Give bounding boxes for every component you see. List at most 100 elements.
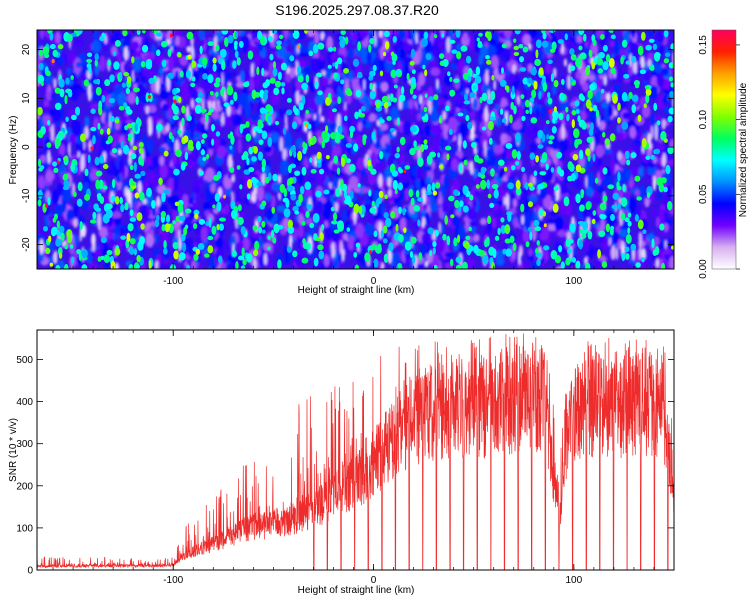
heatmap-cell	[174, 225, 180, 239]
heatmap-cell	[307, 123, 312, 130]
heatmap-cell	[271, 206, 276, 214]
heatmap-cell	[419, 30, 424, 39]
heatmap-cell	[605, 53, 611, 63]
heatmap-cell	[360, 105, 366, 112]
heatmap-cell	[145, 92, 150, 103]
heatmap-cell	[284, 74, 292, 82]
heatmap-cell	[132, 145, 138, 151]
heatmap-cell	[390, 69, 397, 79]
heatmap-cell	[382, 238, 388, 244]
heatmap-cell	[253, 126, 260, 132]
heatmap-cell	[645, 93, 650, 104]
heatmap-cell	[404, 241, 412, 251]
heatmap-cell	[383, 212, 389, 219]
heatmap-cell	[199, 45, 203, 55]
heatmap-cell	[646, 192, 651, 199]
heatmap-cell	[567, 248, 572, 255]
heatmap-cell	[230, 209, 238, 219]
heatmap-cell	[272, 237, 277, 244]
heatmap-cell	[183, 135, 189, 143]
heatmap-cell	[621, 92, 628, 102]
heatmap-cell	[125, 87, 131, 95]
heatmap-cell	[161, 192, 166, 203]
heatmap-cell	[620, 56, 624, 65]
heatmap-cell	[76, 88, 82, 96]
heatmap-cell	[561, 41, 564, 54]
heatmap-cell	[65, 77, 70, 85]
heatmap-cell	[587, 89, 593, 100]
heatmap-cell	[449, 89, 456, 97]
heatmap-cell	[668, 255, 674, 269]
heatmap-cell	[637, 114, 642, 123]
heatmap-cell	[112, 211, 122, 219]
heatmap-cell	[432, 247, 436, 255]
heatmap-cell	[650, 154, 655, 160]
heatmap-cell	[404, 165, 411, 170]
heatmap-cell	[538, 67, 544, 76]
heatmap-cell	[353, 203, 360, 214]
heatmap-cell	[318, 105, 322, 115]
heatmap-cell	[588, 108, 598, 124]
heatmap-cell	[629, 41, 639, 57]
heatmap-cell	[481, 92, 488, 102]
heatmap-cell	[516, 150, 521, 160]
heatmap-cell	[120, 235, 127, 240]
heatmap-cell	[456, 51, 462, 60]
heatmap-cell	[193, 209, 200, 216]
heatmap-cell	[592, 132, 601, 144]
heatmap-cell	[522, 34, 531, 46]
heatmap-cell	[552, 44, 556, 50]
heatmap-cell	[643, 103, 647, 109]
heatmap-cell	[147, 139, 154, 154]
heatmap-cell	[520, 94, 525, 99]
heatmap-cell	[136, 102, 145, 112]
heatmap-cell	[435, 79, 439, 90]
heatmap-cell	[246, 193, 251, 200]
heatmap-cell	[167, 177, 175, 192]
heatmap-cell	[261, 54, 268, 70]
heatmap-cell	[430, 67, 441, 77]
heatmap-cell	[66, 67, 72, 76]
heatmap-cell	[325, 96, 332, 106]
heatmap-cell	[547, 91, 551, 99]
heatmap-cell	[420, 144, 425, 153]
heatmap-cell	[392, 97, 398, 103]
heatmap-cell	[193, 223, 198, 230]
heatmap-cell	[285, 113, 288, 131]
heatmap-cell	[252, 91, 257, 99]
heatmap-cell	[38, 158, 42, 168]
heatmap-cell	[97, 122, 101, 130]
heatmap-cell	[595, 79, 603, 87]
heatmap-cell	[263, 253, 268, 266]
heatmap-cell	[81, 248, 88, 259]
heatmap-cell	[294, 170, 301, 176]
heatmap-cell	[99, 196, 105, 205]
colorbar-ticks: 0.000.050.100.15	[698, 35, 740, 279]
heatmap-cell	[575, 164, 582, 173]
heatmap-cell	[442, 233, 447, 241]
heatmap-cell	[242, 81, 250, 88]
heatmap-cell	[131, 56, 135, 64]
heatmap-cell	[546, 134, 550, 140]
heatmap-cell	[478, 249, 485, 257]
heatmap-cell	[285, 109, 293, 116]
heatmap-cell	[290, 145, 297, 153]
heatmap-cell	[239, 184, 243, 190]
heatmap-cell	[663, 223, 669, 232]
heatmap-cell	[516, 95, 521, 106]
heatmap-cell	[278, 192, 281, 201]
heatmap-cell	[49, 262, 54, 267]
heatmap-cell	[369, 152, 377, 168]
heatmap-cell	[378, 190, 384, 199]
heatmap-cell	[349, 190, 354, 200]
heatmap-cell	[648, 38, 655, 43]
heatmap-cell	[123, 102, 128, 108]
heatmap-cell	[608, 237, 612, 247]
heatmap-cell	[398, 263, 402, 269]
heatmap-cell	[109, 74, 115, 83]
heatmap-cell	[547, 218, 555, 225]
heatmap-cell	[86, 58, 93, 64]
heatmap-cell	[181, 193, 190, 210]
heatmap-cell	[624, 217, 630, 223]
heatmap-cell	[143, 209, 149, 225]
